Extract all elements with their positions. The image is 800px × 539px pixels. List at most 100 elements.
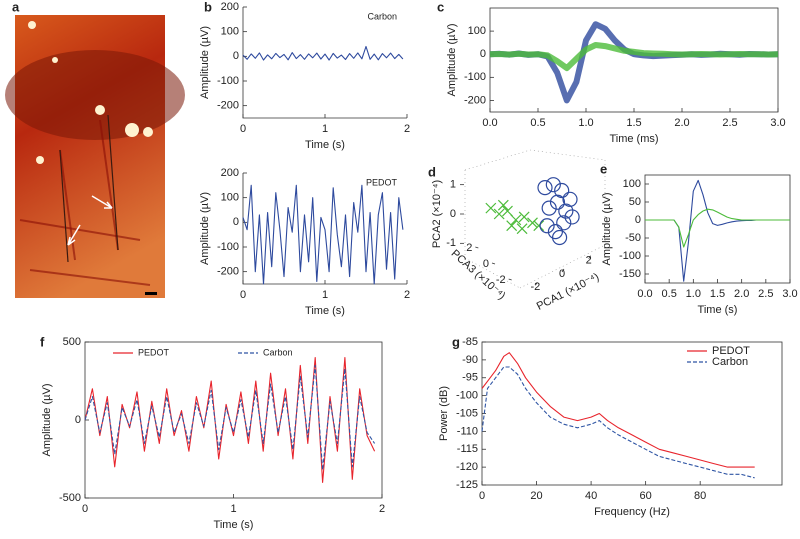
y-tick-label: -95 — [462, 372, 478, 384]
probe — [59, 149, 69, 263]
axis-line — [464, 257, 521, 289]
x-tick-label: 0 — [82, 503, 88, 515]
z-tick — [508, 278, 512, 281]
point — [510, 214, 522, 226]
y-axis-label: PCA2 (×10⁻⁴) — [431, 180, 443, 248]
x-tick-label: 2 — [404, 289, 410, 301]
y-axis-label: Amplitude (µV) — [199, 26, 211, 99]
series-line — [489, 21, 779, 104]
y-tick-label: -90 — [462, 354, 478, 366]
plot-frame — [489, 7, 779, 113]
x-tick-label: 2.5 — [722, 117, 737, 129]
series-line — [489, 42, 779, 72]
series-line — [645, 179, 790, 282]
x-tick-label: 0.5 — [662, 288, 677, 300]
y-tick-label: 0 — [450, 208, 456, 220]
y-tick-label: 0 — [635, 214, 641, 226]
chart: -125 -120 -115 -110 -105 -100 -95 -90 -85 0 20 40 60… — [438, 336, 783, 518]
panel-label: d — [428, 164, 436, 179]
z-tick-label: 0 — [483, 258, 489, 270]
y-tick-label: 200 — [221, 1, 239, 13]
x-tick-label: 3.0 — [782, 288, 797, 300]
point — [564, 209, 580, 225]
axis-line — [464, 149, 531, 171]
y-tick-label: -1 — [446, 237, 456, 249]
y-tick-label: -110 — [457, 425, 478, 437]
x-tick-label: 0 — [559, 268, 565, 280]
y-axis-label: Amplitude (µV) — [199, 192, 211, 265]
arrow — [91, 195, 113, 209]
chart: -200 -100 0 100 200 0 1 2 Time (s) Amplitude (µV)… — [199, 167, 410, 317]
x-tick-label: 0 — [479, 490, 485, 502]
panel-label: e — [600, 161, 607, 176]
x-tick — [561, 268, 565, 273]
panel-label: g — [452, 334, 460, 349]
panel-label: f — [40, 334, 45, 349]
x-tick-label: 2 — [379, 503, 385, 515]
series-line — [242, 184, 404, 285]
z-tick — [475, 246, 479, 249]
arrow — [67, 224, 81, 246]
reflection — [52, 57, 58, 63]
x-tick-label: -2 — [530, 281, 540, 293]
series-line — [481, 366, 755, 479]
x-axis-label: Time (ms) — [609, 133, 658, 145]
point — [541, 200, 557, 216]
series-line — [84, 364, 376, 471]
vessel — [19, 219, 141, 241]
annotation: Carbon — [367, 11, 397, 21]
point — [545, 177, 561, 193]
point — [539, 218, 555, 234]
z-tick-label: -2 — [496, 274, 506, 286]
x-tick-label: 2 — [404, 123, 410, 135]
x-tick-label: 0 — [240, 289, 246, 301]
y-tick-label: -115 — [457, 443, 478, 455]
y-tick-label: -200 — [217, 100, 239, 112]
y-axis-label: Amplitude (µV) — [41, 384, 53, 457]
y-tick-label: -100 — [217, 75, 239, 87]
x-axis-label: Time (s) — [305, 305, 345, 317]
legend-label: PEDOT — [712, 345, 750, 357]
reflection — [95, 105, 105, 115]
x-tick-label: 40 — [585, 490, 597, 502]
chart: -150 -100 -50 0 50 100 0.0 0.5 1.0 1.5 2.0 2.5 3.0 Ti… — [601, 174, 798, 316]
x-tick-label: 20 — [530, 490, 542, 502]
x-tick-label: 2 — [586, 255, 592, 267]
x-tick-label: 1 — [322, 289, 328, 301]
y-axis-label: Power (dB) — [438, 386, 450, 441]
reflection — [28, 21, 36, 29]
x-axis-label: Time (s) — [698, 304, 738, 316]
y-tick-label: 0 — [75, 414, 81, 426]
x-tick-label: 1.0 — [686, 288, 701, 300]
legend-label: PEDOT — [138, 347, 170, 357]
y-tick-label: 100 — [221, 26, 239, 38]
series-line — [242, 45, 404, 61]
y-tick-label: 100 — [221, 192, 239, 204]
annotation: PEDOT — [366, 177, 398, 187]
vessel — [29, 269, 151, 286]
x-tick — [535, 282, 538, 286]
reflection — [143, 127, 153, 137]
x-axis-label: Time (s) — [305, 139, 345, 151]
y-tick-label: 1 — [450, 179, 456, 191]
y-tick-label: -125 — [456, 479, 478, 491]
point — [551, 229, 568, 246]
y-tick-label: 100 — [468, 25, 486, 37]
point — [516, 223, 528, 235]
x-axis-label: Frequency (Hz) — [594, 506, 670, 518]
point — [558, 203, 574, 219]
point — [485, 202, 497, 214]
y-tick-label: -105 — [456, 407, 478, 419]
plot-frame — [84, 341, 383, 499]
x-axis-label: PCA1 (×10⁻⁴) — [535, 271, 601, 313]
legend-label: Carbon — [712, 356, 748, 368]
x-tick-label: 0 — [240, 123, 246, 135]
legend-label: Carbon — [263, 347, 293, 357]
reflection — [125, 123, 139, 137]
y-tick-label: -500 — [59, 492, 81, 504]
series-line — [645, 208, 790, 248]
x-tick-label: 80 — [694, 490, 706, 502]
point — [537, 180, 553, 196]
point — [502, 205, 513, 217]
